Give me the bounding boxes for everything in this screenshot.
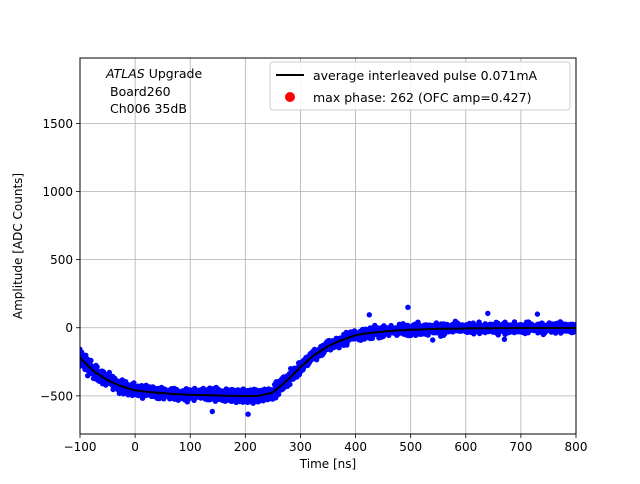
legend-entry-max-phase: max phase: 262 (OFC amp=0.427)	[313, 90, 531, 105]
x-axis: −100 0 100 200 300 400 500 600 700 800	[64, 434, 588, 454]
sample-point	[275, 391, 282, 398]
sample-point	[209, 408, 215, 415]
annotation-board: Board260	[110, 84, 171, 99]
sample-point	[485, 310, 491, 317]
sample-point	[235, 387, 241, 393]
sample-point	[245, 411, 251, 417]
x-tick-label: 600	[454, 440, 477, 454]
x-tick-label: 200	[234, 440, 257, 454]
sample-point	[405, 304, 411, 310]
plot-frame	[79, 57, 577, 435]
x-tick-label: 500	[399, 440, 422, 454]
grid	[79, 58, 577, 434]
legend-dot-swatch	[285, 92, 295, 102]
x-tick-label: 300	[289, 440, 312, 454]
y-tick-label: 1000	[42, 185, 73, 199]
annotation-atlas: ATLAS	[105, 66, 145, 81]
x-tick-label: 0	[131, 440, 139, 454]
x-tick-label: 100	[179, 440, 202, 454]
x-tick-label: 700	[509, 440, 532, 454]
sample-point	[430, 337, 436, 343]
y-axis-label: Amplitude [ADC Counts]	[11, 173, 25, 319]
sample-point	[573, 322, 576, 328]
x-tick-label: 400	[344, 440, 367, 454]
plot-area	[80, 58, 576, 434]
sample-point	[88, 357, 94, 364]
y-axis: −500 0 500 1000 1500	[40, 117, 80, 403]
x-tick-label: −100	[64, 440, 97, 454]
y-tick-label: 1500	[42, 117, 73, 131]
y-tick-label: −500	[40, 389, 73, 403]
average-pulse-line	[80, 327, 576, 398]
sample-point	[501, 336, 508, 342]
legend: average interleaved pulse 0.071mA max ph…	[269, 61, 571, 111]
x-axis-label: Time [ns]	[299, 457, 356, 471]
sample-point	[534, 311, 541, 317]
annotation-channel: Ch006 35dB	[110, 101, 187, 116]
legend-box	[269, 61, 571, 111]
annotation-upgrade: Upgrade	[145, 66, 203, 81]
y-tick-label: 0	[65, 321, 73, 335]
x-tick-label: 800	[565, 440, 588, 454]
sample-point	[287, 381, 293, 388]
y-tick-label: 500	[50, 253, 73, 267]
atlas-annotation: ATLAS Upgrade Board260 Ch006 35dB	[105, 66, 202, 116]
average-line-series	[80, 327, 576, 398]
sample-point	[366, 312, 372, 318]
legend-entry-average: average interleaved pulse 0.071mA	[313, 68, 538, 83]
svg-text:ATLAS Upgrade: ATLAS Upgrade	[105, 66, 202, 81]
sample-point	[94, 364, 100, 370]
